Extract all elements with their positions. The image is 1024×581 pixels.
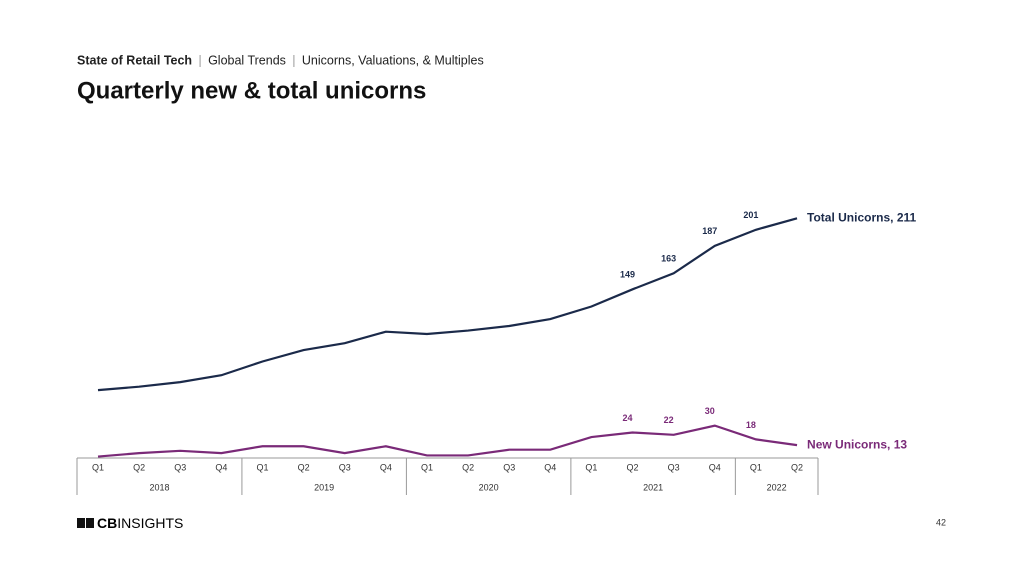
x-tick-label: Q3 [339, 462, 351, 472]
x-tick-label: Q2 [462, 462, 474, 472]
x-tick-label: Q4 [544, 462, 556, 472]
breadcrumb: Global Trends [208, 53, 286, 67]
logo-icon [77, 518, 85, 528]
line-series [97, 424, 798, 458]
year-label: 2019 [314, 482, 334, 492]
x-tick-label: Q4 [215, 462, 227, 472]
x-tick-label: Q1 [92, 462, 104, 472]
x-tick-label: Q3 [503, 462, 515, 472]
data-label: 201 [743, 210, 758, 220]
end-label: New Unicorns, 13 [807, 437, 907, 451]
x-tick-label: Q1 [750, 462, 762, 472]
x-tick-label: Q1 [421, 462, 433, 472]
data-label: 18 [746, 420, 756, 430]
x-tick-label: Q1 [585, 462, 597, 472]
logo-rest: INSIGHTS [117, 515, 183, 531]
x-tick-label: Q3 [668, 462, 680, 472]
logo-bold: CB [97, 515, 117, 531]
x-tick-label: Q4 [380, 462, 392, 472]
x-tick-label: Q3 [174, 462, 186, 472]
data-label: 187 [702, 226, 717, 236]
data-label: 22 [664, 415, 674, 425]
breadcrumb: State of Retail Tech [77, 53, 192, 67]
data-label: 30 [705, 406, 715, 416]
data-label: 149 [620, 270, 635, 280]
x-tick-label: Q2 [298, 462, 310, 472]
chart-title: Quarterly new & total unicorns [77, 77, 426, 104]
year-label: 2021 [643, 482, 663, 492]
end-label: Total Unicorns, 211 [807, 210, 916, 224]
x-tick-label: Q1 [256, 462, 268, 472]
line-series [97, 217, 798, 392]
logo: CBINSIGHTS [97, 515, 183, 531]
x-tick-label: Q2 [627, 462, 639, 472]
data-label: 163 [661, 254, 676, 264]
x-tick-label: Q2 [133, 462, 145, 472]
x-tick-label: Q4 [709, 462, 721, 472]
year-label: 2018 [149, 482, 169, 492]
breadcrumb: Unicorns, Valuations, & Multiples [302, 53, 484, 67]
x-tick-label: Q2 [791, 462, 803, 472]
logo-icon [86, 518, 94, 528]
data-label: 24 [623, 413, 633, 423]
year-label: 2022 [767, 482, 787, 492]
year-label: 2020 [479, 482, 499, 492]
page-number: 42 [936, 517, 946, 527]
